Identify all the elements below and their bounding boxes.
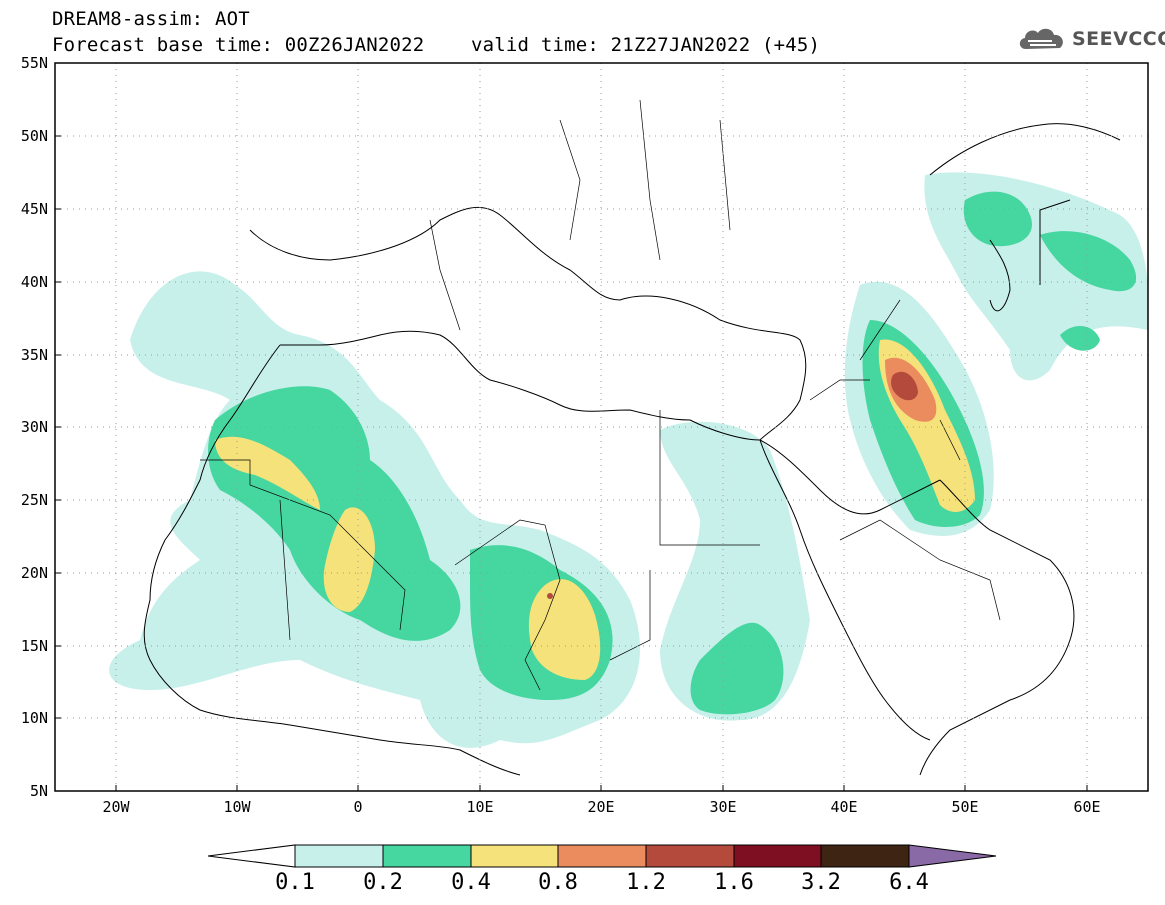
colorbar-bin-3 (470, 844, 559, 868)
lon-label: 0 (353, 798, 363, 816)
lon-label: 20W (102, 798, 130, 816)
lon-label: 50E (951, 798, 979, 816)
lon-label: 10W (223, 798, 251, 816)
colorbar-lower-arrow (207, 844, 296, 868)
forecast-time-line: Forecast base time: 00Z26JAN2022 valid t… (52, 34, 821, 56)
colorbar-label: 6.4 (889, 870, 929, 895)
lat-label: 20N (20, 564, 48, 582)
lat-label: 45N (20, 200, 48, 218)
lat-label: 55N (20, 54, 48, 72)
axis-ticks (55, 135, 1088, 791)
colorbar-bin-2 (382, 844, 472, 868)
map-title: DREAM8-assim: AOT (52, 8, 250, 30)
lat-label: 40N (20, 273, 48, 291)
gridlines (55, 63, 1148, 791)
colorbar-bin-4 (557, 844, 647, 868)
lon-label: 30E (709, 798, 737, 816)
lat-label: 30N (20, 418, 48, 436)
coastlines (143, 123, 1121, 776)
colorbar-bin-1 (294, 844, 384, 868)
lon-label: 20E (587, 798, 615, 816)
colorbar (207, 844, 997, 868)
lon-label: 60E (1073, 798, 1101, 816)
lon-label: 40E (830, 798, 858, 816)
lat-label: 35N (20, 346, 48, 364)
aot-contours (55, 63, 1148, 791)
lat-label: 25N (20, 491, 48, 509)
aot-level-1-2 (547, 371, 918, 599)
lat-label: 5N (29, 782, 48, 800)
lat-label: 15N (20, 637, 48, 655)
colorbar-bin-7 (820, 844, 910, 868)
colorbar-label: 0.4 (451, 870, 491, 895)
lat-label: 10N (20, 709, 48, 727)
colorbar-label: 0.8 (538, 870, 578, 895)
colorbar-label: 1.2 (626, 870, 666, 895)
colorbar-bin-5 (645, 844, 735, 868)
seevccc-logo: SEEVCCC (1016, 22, 1165, 56)
lon-label: 10E (466, 798, 494, 816)
colorbar-upper-arrow (908, 844, 997, 868)
colorbar-label: 0.2 (363, 870, 403, 895)
lat-label: 50N (20, 127, 48, 145)
colorbar-label: 1.6 (714, 870, 754, 895)
colorbar-label: 3.2 (801, 870, 841, 895)
colorbar-bin-6 (733, 844, 822, 868)
colorbar-label: 0.1 (275, 870, 315, 895)
logo-text: SEEVCCC (1072, 28, 1165, 50)
cloud-icon (1019, 28, 1063, 49)
